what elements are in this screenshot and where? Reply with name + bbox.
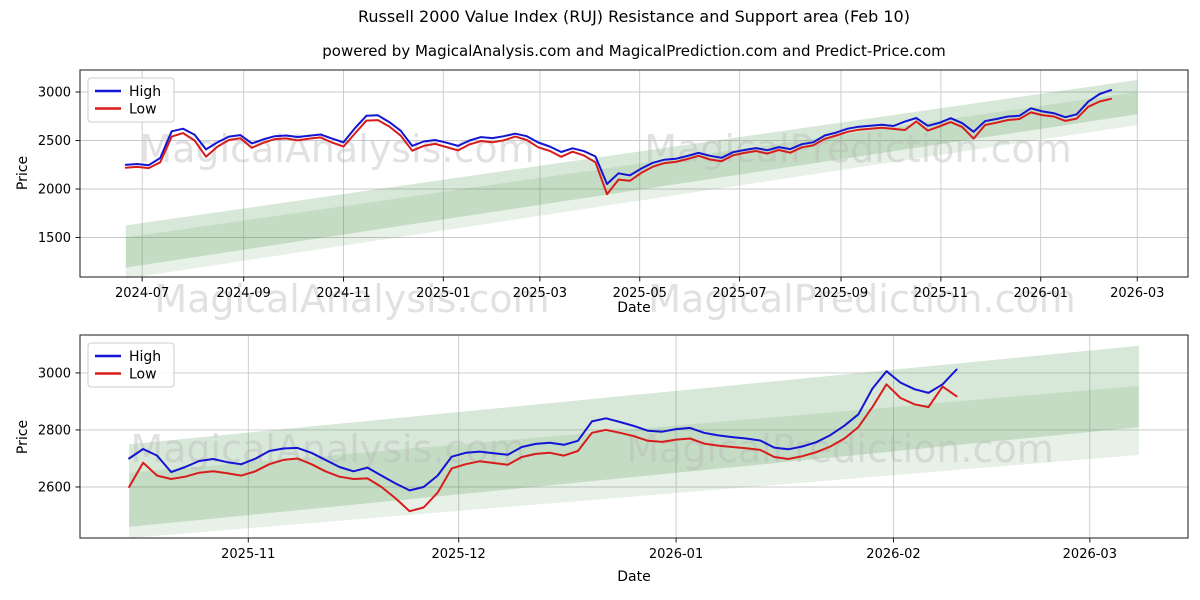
x-tick-label: 2024-07	[115, 286, 169, 301]
x-tick-label: 2026-02	[866, 547, 920, 562]
gridlines-layer	[80, 70, 1188, 538]
legend-box	[87, 342, 175, 388]
x-tick-label: 2025-11	[914, 286, 968, 301]
watermark-text: MagicalPrediction.com	[626, 427, 1054, 471]
x-tick-label: 2025-07	[712, 286, 766, 301]
y-tick-label: 2000	[38, 183, 71, 198]
x-tick-label: 2024-11	[316, 286, 370, 301]
watermarks-layer: MagicalAnalysis.com MagicalPrediction.com…	[130, 127, 1075, 471]
x-tick-label: 2026-01	[1014, 286, 1068, 301]
overview-x-axis-label: Date	[617, 300, 650, 316]
high-line	[128, 368, 958, 492]
watermark-text: MagicalAnalysis.com	[154, 277, 549, 321]
watermark-text: MagicalAnalysis.com	[139, 127, 534, 171]
axes-layer: 2024-07 2024-09 2024-11 2025-01 2025-03 2025-…	[38, 69, 1189, 562]
x-tick-label: 2025-12	[432, 547, 486, 562]
y-tick-label: 3000	[38, 86, 71, 101]
y-tick-label: 1500	[38, 231, 71, 246]
support-band	[129, 385, 1139, 538]
legend: High Low	[87, 342, 175, 388]
low-line	[128, 383, 958, 513]
low-line	[124, 97, 1113, 196]
x-tick-label: 2025-03	[513, 286, 567, 301]
x-tick-label: 2025-01	[416, 286, 470, 301]
y-tick-label: 2500	[38, 134, 71, 149]
support-band	[125, 92, 1138, 279]
legends-layer: High Low High Low	[87, 77, 175, 388]
watermark-text: MagicalPrediction.com	[648, 277, 1076, 321]
detail-x-axis-label: Date	[617, 569, 650, 585]
series-layer	[124, 89, 1113, 513]
legend-label-low: Low	[129, 367, 157, 383]
legend-label-high: High	[129, 84, 161, 100]
legend-box	[87, 77, 175, 123]
watermark-text: MagicalAnalysis.com	[130, 427, 525, 471]
x-tick-label: 2026-01	[649, 547, 703, 562]
overview-y-axis-label: Price	[15, 156, 31, 190]
plot-border	[79, 334, 1189, 539]
y-tick-label: 3000	[38, 366, 71, 381]
watermark-text: MagicalPrediction.com	[644, 127, 1072, 171]
x-tick-label: 2026-03	[1110, 286, 1164, 301]
y-tick-label: 2800	[38, 423, 71, 438]
detail-y-axis-label: Price	[15, 420, 31, 454]
high-line	[124, 89, 1113, 185]
x-tick-label: 2024-09	[216, 286, 270, 301]
plot-border	[79, 69, 1189, 278]
x-tick-label: 2025-09	[814, 286, 868, 301]
legend-label-high: High	[129, 349, 161, 365]
figure-subtitle: powered by MagicalAnalysis.com and Magic…	[322, 42, 946, 60]
x-tick-label: 2025-11	[221, 547, 275, 562]
legend: High Low	[87, 77, 175, 123]
x-tick-label: 2025-05	[613, 286, 667, 301]
legend-label-low: Low	[129, 102, 157, 118]
y-tick-label: 2600	[38, 480, 71, 495]
x-tick-label: 2026-03	[1063, 547, 1117, 562]
figure-title: Russell 2000 Value Index (RUJ) Resistanc…	[358, 7, 910, 26]
